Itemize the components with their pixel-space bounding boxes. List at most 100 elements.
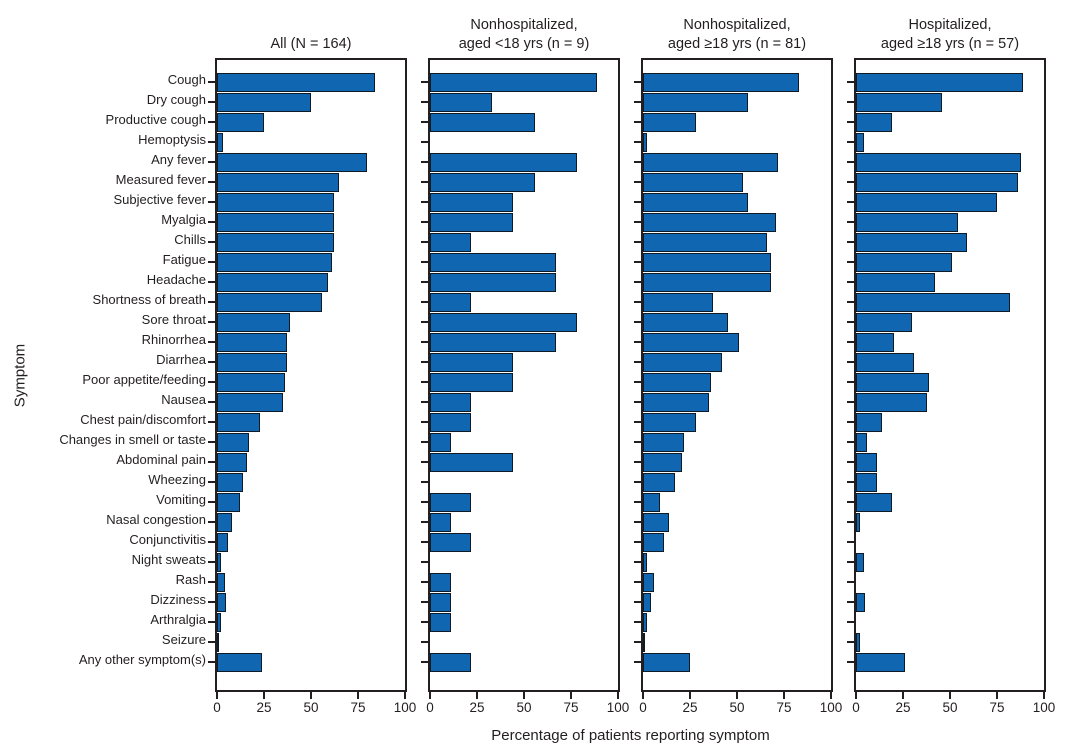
bar <box>430 312 577 332</box>
x-axis-tick <box>1043 692 1045 699</box>
y-axis-tick <box>847 421 854 423</box>
symptom-label: Myalgia <box>161 212 206 227</box>
y-axis-tick <box>208 541 215 543</box>
bar <box>643 572 655 592</box>
y-axis-tick <box>847 381 854 383</box>
bar <box>430 212 513 232</box>
symptom-label: Headache <box>146 272 206 287</box>
x-axis-tick <box>996 692 998 699</box>
panel-title: All (N = 164) <box>186 12 436 54</box>
bar <box>643 492 660 512</box>
bar <box>217 652 263 672</box>
x-axis-tick-label: 50 <box>942 700 958 715</box>
symptom-label: Nasal congestion <box>106 512 206 527</box>
x-axis-tick <box>570 692 572 699</box>
y-axis-tick <box>421 201 428 203</box>
bar <box>217 352 287 372</box>
bar <box>217 312 291 332</box>
y-axis-tick <box>634 601 641 603</box>
y-axis-tick <box>208 521 215 523</box>
y-axis-tick <box>421 441 428 443</box>
x-axis-tick <box>855 692 857 699</box>
x-axis-tick-label: 100 <box>819 700 843 715</box>
y-axis-tick <box>634 641 641 643</box>
y-axis-tick <box>847 361 854 363</box>
bar <box>217 612 221 632</box>
symptom-label: Any other symptom(s) <box>78 652 206 667</box>
bar <box>430 492 472 512</box>
bar <box>217 592 227 612</box>
bar <box>217 392 283 412</box>
bar <box>430 72 598 92</box>
y-axis-tick <box>421 601 428 603</box>
x-axis-tick <box>263 692 265 699</box>
y-axis-tick <box>208 121 215 123</box>
y-axis-tick <box>847 261 854 263</box>
plot-area <box>421 58 620 699</box>
y-axis-tick <box>208 301 215 303</box>
y-axis-tick <box>634 541 641 543</box>
bar <box>430 292 472 312</box>
y-axis-tick <box>634 481 641 483</box>
plot-area <box>208 58 407 699</box>
y-axis-tick <box>634 561 641 563</box>
y-axis-tick <box>847 201 854 203</box>
y-axis-tick <box>634 461 641 463</box>
bar <box>643 92 749 112</box>
x-axis-tick <box>830 692 832 699</box>
y-axis-tick <box>421 641 428 643</box>
symptom-label: Measured fever <box>115 172 206 187</box>
bar <box>430 592 451 612</box>
panel-title-line: aged <18 yrs (n = 9) <box>458 36 590 52</box>
symptom-label: Wheezing <box>148 472 206 487</box>
x-axis-tick-label: 25 <box>682 700 698 715</box>
bar <box>217 632 219 652</box>
y-axis-tick <box>421 221 428 223</box>
x-axis-tick-label: 0 <box>426 700 434 715</box>
y-axis-tick <box>847 501 854 503</box>
bar <box>643 112 696 132</box>
bar <box>217 572 225 592</box>
bar <box>643 292 713 312</box>
bar <box>856 272 935 292</box>
x-axis-tick <box>429 692 431 699</box>
y-axis-tick <box>847 301 854 303</box>
y-axis-tick <box>421 321 428 323</box>
symptom-label: Dry cough <box>146 92 206 107</box>
y-axis-tick <box>208 501 215 503</box>
bar <box>856 112 892 132</box>
bar <box>643 332 739 352</box>
y-axis-tick <box>847 281 854 283</box>
y-axis-tick <box>421 461 428 463</box>
symptom-label: Any fever <box>151 152 206 167</box>
y-axis-tick <box>208 461 215 463</box>
bar <box>856 252 952 272</box>
y-axis-tick <box>421 341 428 343</box>
y-axis-tick <box>421 501 428 503</box>
x-axis-tick-label: 50 <box>516 700 532 715</box>
symptom-label: Abdominal pain <box>116 452 206 467</box>
y-axis-tick <box>421 381 428 383</box>
bar <box>430 172 536 192</box>
bar <box>430 252 556 272</box>
y-axis-tick <box>847 661 854 663</box>
symptom-label: Productive cough <box>105 112 206 127</box>
y-axis-tick <box>634 581 641 583</box>
bar <box>430 512 451 532</box>
bar <box>856 452 877 472</box>
bar <box>430 372 513 392</box>
y-axis-tick <box>634 261 641 263</box>
bar <box>430 452 513 472</box>
y-axis-tick <box>421 621 428 623</box>
panel-title: Hospitalized, aged ≥18 yrs (n = 57) <box>825 12 1074 54</box>
bar <box>643 252 771 272</box>
bar <box>643 212 777 232</box>
y-axis-tick <box>847 141 854 143</box>
y-axis-tick <box>634 181 641 183</box>
x-axis-tick <box>357 692 359 699</box>
bar <box>643 532 664 552</box>
y-axis-tick <box>421 481 428 483</box>
bar <box>856 312 913 332</box>
bar <box>430 652 472 672</box>
